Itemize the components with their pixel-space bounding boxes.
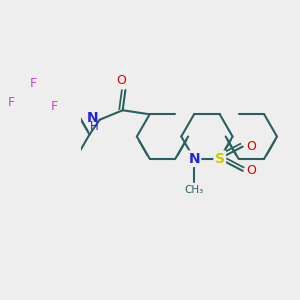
Text: O: O [247, 164, 256, 177]
Text: S: S [215, 152, 225, 166]
Text: O: O [247, 140, 256, 153]
Text: CH₃: CH₃ [184, 185, 204, 195]
Text: F: F [8, 96, 15, 109]
Text: F: F [29, 77, 37, 90]
Text: O: O [116, 74, 126, 87]
Text: H: H [90, 120, 98, 133]
Text: N: N [87, 111, 98, 125]
Text: N: N [188, 152, 200, 166]
Text: F: F [51, 100, 58, 113]
